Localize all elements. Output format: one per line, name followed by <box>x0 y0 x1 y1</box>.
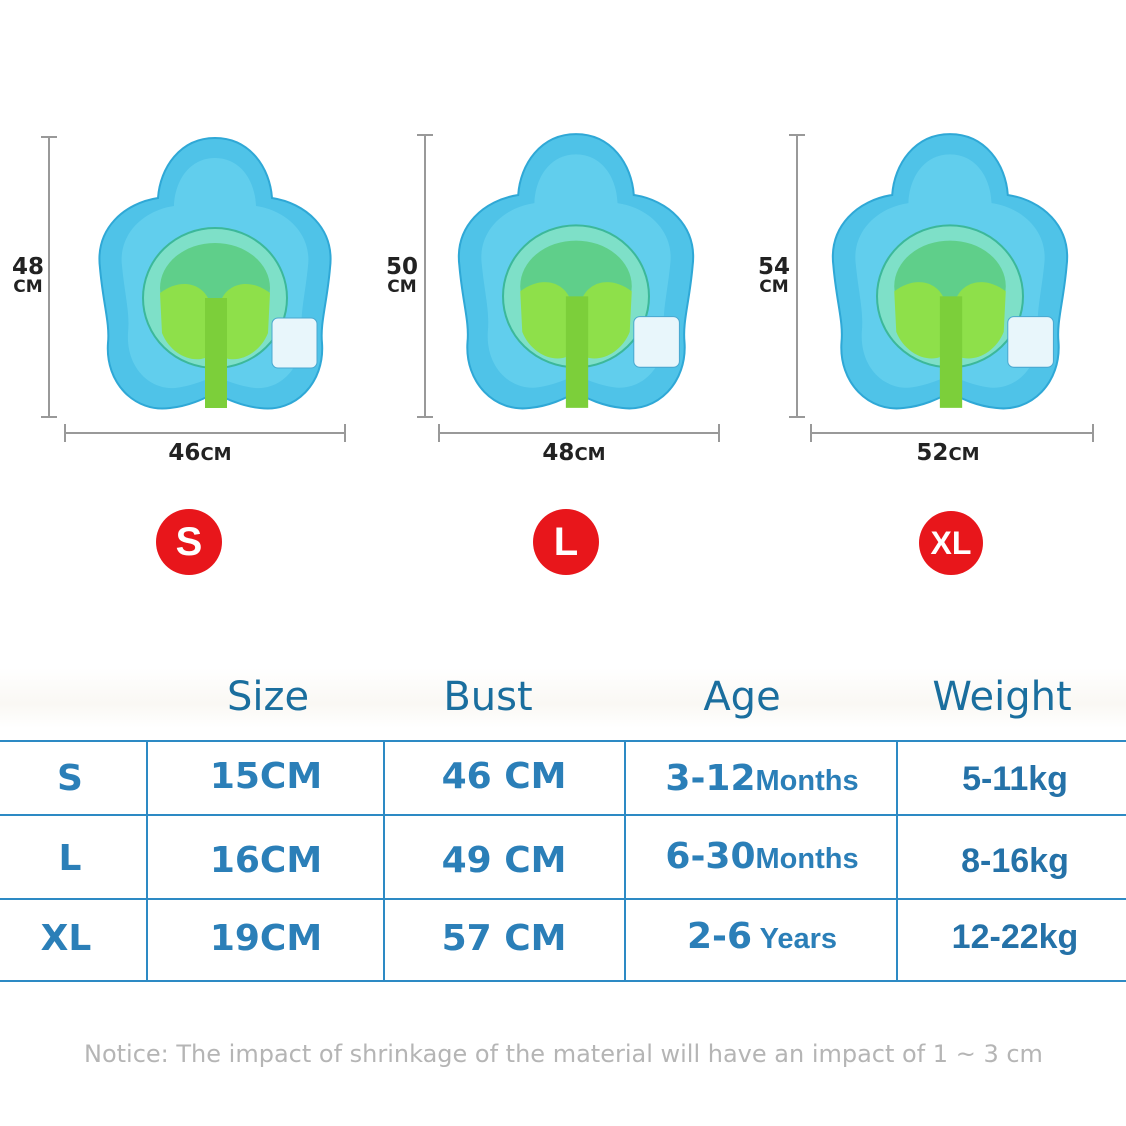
bust-value: 49 CM <box>441 840 567 881</box>
width-dimension-line <box>810 424 1094 442</box>
width-dimension-line <box>64 424 346 442</box>
header-age: Age <box>703 674 781 720</box>
notice-text: Notice: The impact of shrinkage of the m… <box>84 1040 1043 1068</box>
bust-value: 46 CM <box>441 756 567 797</box>
age-value: 2-6 Years <box>687 916 837 957</box>
header-bust: Bust <box>443 674 533 720</box>
size-value: 19CM <box>209 918 323 959</box>
height-label: 50 CM <box>385 254 418 297</box>
row-label: XL <box>40 918 92 959</box>
height-dimension-line <box>789 134 805 418</box>
bust-value: 57 CM <box>441 918 567 959</box>
swim-float-image <box>98 136 332 410</box>
row-label: S <box>57 758 83 799</box>
weight-value: 12-22kg <box>951 918 1079 956</box>
width-label: 46CM <box>168 440 232 466</box>
swim-float-image <box>457 133 695 410</box>
size-badge-xl: XL <box>919 511 983 575</box>
weight-value: 5-11kg <box>962 760 1068 798</box>
height-dimension-line <box>417 134 433 418</box>
swim-float-image <box>831 133 1069 410</box>
height-dimension-line <box>41 136 57 418</box>
size-value: 15CM <box>209 756 323 797</box>
height-label: 54 CM <box>757 254 790 297</box>
width-label: 52CM <box>916 440 980 466</box>
table-header-band <box>0 668 1126 728</box>
width-dimension-line <box>438 424 720 442</box>
age-value: 6-30Months <box>665 836 859 877</box>
header-size: Size <box>226 674 310 720</box>
row-label: L <box>58 838 82 879</box>
size-badge-l: L <box>533 509 599 575</box>
height-label: 48 CM <box>11 254 44 297</box>
width-label: 48CM <box>542 440 606 466</box>
header-weight: Weight <box>932 674 1072 720</box>
weight-value: 8-16kg <box>961 842 1069 880</box>
size-badge-s: S <box>156 509 222 575</box>
size-table <box>0 740 1126 982</box>
size-value: 16CM <box>209 840 323 881</box>
age-value: 3-12Months <box>665 758 859 799</box>
